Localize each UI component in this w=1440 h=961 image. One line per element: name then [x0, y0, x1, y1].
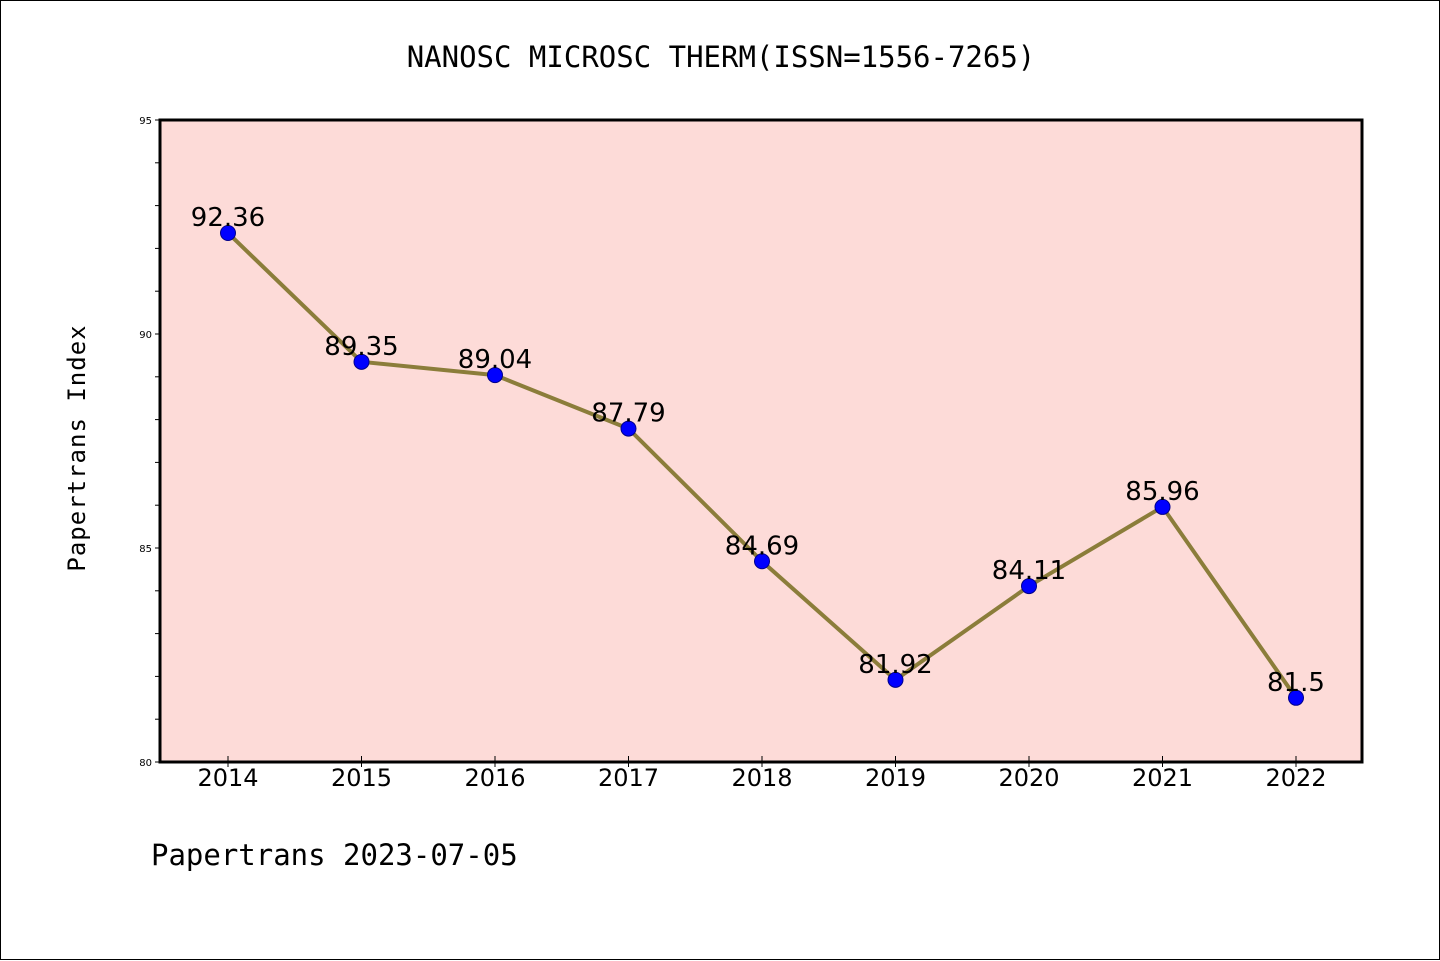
series-line-group	[220, 224, 1304, 706]
data-point	[487, 367, 503, 384]
data-labels: 92.36 89.35 89.04 87.79 84.69 81.92 84.11 85.96…	[191, 203, 1325, 698]
data-label: 84.69	[725, 531, 799, 561]
data-label: 85.96	[1125, 477, 1199, 507]
data-label: 81.92	[858, 650, 932, 680]
data-label: 81.5	[1267, 668, 1325, 698]
plot-area	[160, 120, 1362, 762]
y-tick-label: 95	[139, 116, 152, 127]
x-tick-label: 2017	[598, 764, 659, 792]
data-point	[1154, 498, 1171, 515]
data-label: 89.35	[324, 332, 398, 362]
x-tick-label: 2014	[197, 764, 258, 792]
footer-date: Papertrans 2023-07-05	[151, 838, 518, 872]
x-tick-label: 2018	[731, 764, 792, 792]
y-axis: 80 85 90 95	[139, 116, 160, 769]
x-tick-label: 2021	[1132, 764, 1193, 792]
chart-title: NANOSC MICROSC THERM(ISSN=1556-7265)	[407, 40, 1036, 74]
x-tick-label: 2020	[998, 764, 1059, 792]
y-axis-label: Papertrans Index	[63, 324, 91, 571]
x-tick-label: 2019	[865, 764, 926, 792]
x-axis: 2014 2015 2016 2017 2018 2019 2020 2021 2022	[197, 756, 1327, 792]
data-point	[754, 553, 770, 570]
y-tick-label: 80	[139, 758, 152, 769]
plot-frame	[158, 118, 1364, 764]
data-point	[887, 671, 904, 688]
data-point	[353, 353, 370, 370]
x-tick-label: 2015	[331, 764, 392, 792]
y-tick-label: 90	[139, 330, 152, 341]
data-label: 92.36	[191, 203, 265, 233]
data-label: 84.11	[992, 556, 1066, 586]
data-point	[620, 420, 637, 437]
y-tick-label: 85	[139, 544, 152, 555]
data-point	[1288, 689, 1304, 706]
data-label: 87.79	[591, 399, 665, 429]
data-point	[1021, 578, 1037, 595]
data-label: 89.04	[458, 345, 532, 375]
x-tick-label: 2022	[1265, 764, 1326, 792]
x-tick-label: 2016	[464, 764, 525, 792]
data-point	[220, 224, 236, 241]
